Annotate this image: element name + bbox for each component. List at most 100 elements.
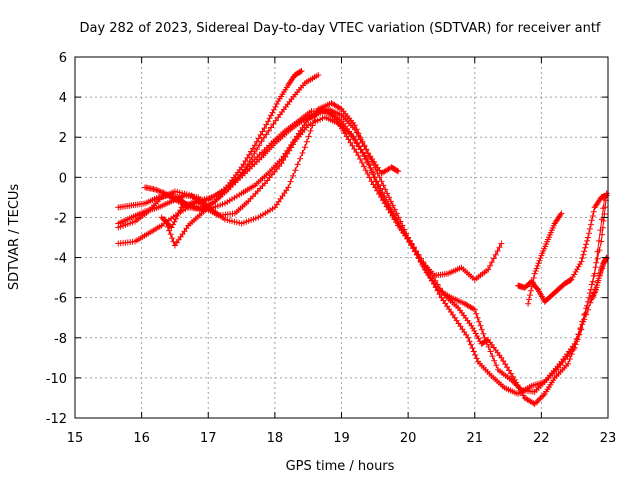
data-point <box>581 316 588 323</box>
data-point <box>575 331 582 338</box>
data-point <box>242 158 249 164</box>
data-point <box>154 187 161 194</box>
data-point <box>298 68 305 74</box>
data-point <box>375 181 382 188</box>
data-point <box>389 213 396 219</box>
data-point <box>246 151 253 158</box>
data-point <box>399 222 406 229</box>
data-point <box>258 138 265 145</box>
data-point <box>591 290 597 297</box>
data-point <box>532 268 539 274</box>
data-point <box>357 136 364 143</box>
data-point <box>598 238 605 245</box>
data-point <box>575 263 582 270</box>
data-point <box>357 156 364 162</box>
data-point <box>594 255 601 262</box>
data-point <box>388 198 394 205</box>
y-tick-label: -6 <box>54 292 67 307</box>
data-point <box>248 148 255 155</box>
data-point <box>259 128 266 135</box>
data-point <box>253 146 260 153</box>
data-point <box>530 274 537 281</box>
y-tick-label: -4 <box>54 252 67 267</box>
y-tick-label: 2 <box>59 131 67 146</box>
data-point <box>168 224 175 231</box>
data-point <box>578 258 585 265</box>
data-point <box>355 152 362 159</box>
data-point <box>590 208 597 215</box>
data-point <box>568 276 575 283</box>
data-point <box>393 210 400 217</box>
data-point <box>153 186 160 193</box>
data-point <box>303 138 310 145</box>
x-axis: 15 16 17 18 19 20 21 22 23 <box>67 57 616 446</box>
data-point <box>395 168 402 175</box>
x-axis-label: GPS time / hours <box>286 459 395 474</box>
data-point <box>527 287 534 294</box>
data-point <box>507 370 514 377</box>
data-point <box>347 139 354 146</box>
data-point <box>414 251 421 258</box>
data-point <box>366 161 373 168</box>
data-point <box>353 129 360 136</box>
data-point <box>361 143 368 150</box>
data-point <box>171 218 178 225</box>
data-point <box>586 225 593 232</box>
data-point <box>290 172 296 179</box>
data-point <box>397 218 404 225</box>
data-point <box>391 206 398 213</box>
data-point <box>368 178 375 185</box>
data-point <box>600 217 607 224</box>
data-point <box>380 182 387 189</box>
data-point <box>603 192 610 199</box>
data-point <box>489 353 496 360</box>
data-point <box>584 237 591 244</box>
data-point <box>498 354 505 361</box>
data-point <box>263 131 270 138</box>
data-point <box>381 193 388 199</box>
y-tick-label: 6 <box>59 51 67 66</box>
series-group <box>115 68 610 407</box>
y-axis: -12 -10 -8 -6 -4 -2 0 2 4 6 <box>46 51 608 427</box>
data-point <box>580 251 587 258</box>
data-point <box>571 340 578 347</box>
data-point <box>370 181 377 188</box>
data-point <box>579 255 586 262</box>
data-point <box>255 135 262 142</box>
data-point <box>265 118 272 125</box>
data-point <box>369 168 375 174</box>
data-point <box>410 244 417 251</box>
data-point <box>161 216 168 223</box>
data-point <box>474 314 481 321</box>
data-point <box>240 161 247 168</box>
data-point <box>379 197 386 204</box>
data-point <box>536 257 543 264</box>
data-point <box>506 367 512 374</box>
data-point <box>481 334 488 341</box>
data-point <box>294 161 301 168</box>
data-point <box>468 322 475 329</box>
data-point <box>367 164 374 171</box>
data-point <box>527 292 533 299</box>
data-point <box>337 105 344 112</box>
data-point <box>582 244 589 251</box>
data-point <box>477 322 484 329</box>
x-tick-label: 20 <box>400 431 417 446</box>
data-point <box>159 189 166 196</box>
data-point <box>407 237 413 244</box>
data-point <box>270 121 277 127</box>
x-tick-label: 18 <box>267 431 284 446</box>
data-point <box>528 283 535 290</box>
data-point <box>374 187 381 194</box>
y-tick-label: 4 <box>59 91 67 106</box>
data-point <box>587 299 594 306</box>
data-point <box>408 241 415 248</box>
data-point <box>401 226 408 233</box>
data-point <box>167 231 174 238</box>
data-point <box>601 211 608 217</box>
chart-title: Day 282 of 2023, Sidereal Day-to-day VTE… <box>79 21 600 36</box>
data-point <box>589 295 595 302</box>
data-point <box>172 215 179 222</box>
data-point <box>299 150 306 156</box>
